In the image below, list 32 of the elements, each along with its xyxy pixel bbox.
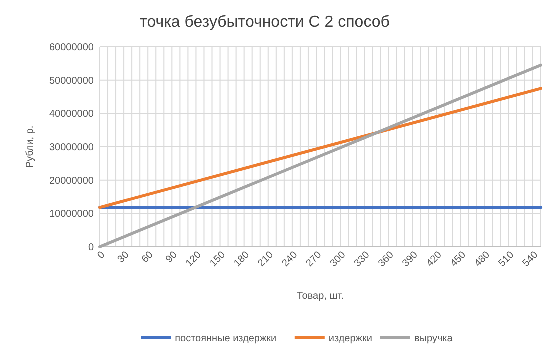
y-tick-label: 30000000 [50,142,94,154]
x-tick-label: 180 [232,250,252,270]
x-tick-label: 60 [140,250,156,266]
legend-label: издержки [328,334,372,344]
x-tick-label: 420 [424,250,445,270]
x-tick-label: 540 [521,250,541,270]
x-tick-label: 210 [256,250,276,270]
x-tick-label: 300 [328,250,348,270]
x-tick-label: 450 [448,250,469,270]
x-tick-label: 360 [376,250,397,270]
x-tick-label: 330 [352,250,373,270]
y-tick-label: 10000000 [50,209,94,220]
x-tick-label: 30 [116,250,132,266]
x-tick-label: 120 [184,250,204,270]
x-tick-label: 390 [400,250,421,270]
x-tick-label: 90 [164,250,180,266]
y-tick-label: 60000000 [50,42,94,54]
y-tick-label: 0 [88,242,94,254]
x-tick-label: 0 [96,250,108,262]
x-tick-label: 150 [208,250,228,270]
y-axis-title: Рубли, р. [25,126,36,168]
legend-label: выручка [414,334,454,344]
chart-title: точка безубыточности С 2 способ [140,14,390,31]
y-tick-label: 50000000 [50,76,94,87]
x-tick-label: 240 [280,250,300,270]
x-tick-label: 480 [472,250,493,270]
x-tick-label: 510 [496,250,517,270]
y-tick-label: 40000000 [50,109,94,120]
x-axis-title: Товар, шт. [296,291,344,302]
x-tick-label: 270 [304,250,324,270]
y-tick-label: 20000000 [50,176,94,187]
legend-label: постоянные издержки [175,334,277,344]
